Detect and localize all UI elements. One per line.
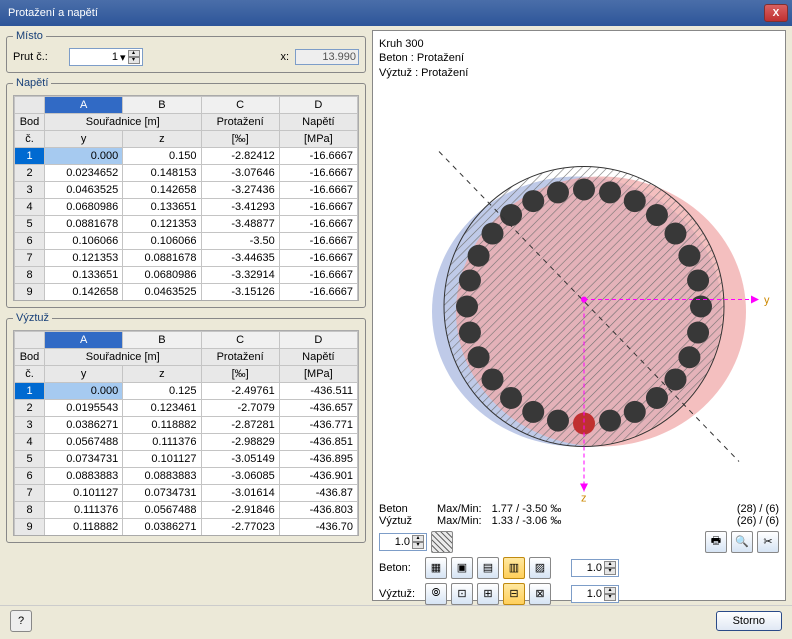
diagram-svg: y z xyxy=(379,80,779,503)
vyztuz-mode-5[interactable]: ⊠ xyxy=(529,583,551,605)
table-row[interactable]: 90.1426580.0463525-3.15126-16.6667 xyxy=(15,284,358,301)
spin-up-icon[interactable]: ▴ xyxy=(128,50,140,57)
beton-mode-2[interactable]: ▣ xyxy=(451,557,473,579)
prut-input[interactable]: ▾ ▴▾ xyxy=(69,48,143,66)
vyztuz-mode-3[interactable]: ⊞ xyxy=(477,583,499,605)
tool-icon[interactable]: ✂ xyxy=(757,531,779,553)
table-row[interactable]: 40.05674880.111376-2.98829-436.851 xyxy=(15,434,358,451)
table-row[interactable]: 80.1113760.0567488-2.91846-436.803 xyxy=(15,502,358,519)
table-row[interactable]: 40.06809860.133651-3.41293-16.6667 xyxy=(15,199,358,216)
vyztuz-mode-4[interactable]: ⊟ xyxy=(503,583,525,605)
table-row[interactable]: 60.08838830.0883883-3.06085-436.901 xyxy=(15,468,358,485)
scale-input[interactable]: ▴▾ xyxy=(379,533,427,551)
vyztuz-scale[interactable]: ▴▾ xyxy=(571,585,619,603)
table-row[interactable]: 100.1481530.0234652-2.91708-16.6667 xyxy=(15,301,358,302)
table-row[interactable]: 20.01955430.123461-2.7079-436.657 xyxy=(15,400,358,417)
title-bar: Protažení a napětí X xyxy=(0,0,792,26)
zoom-icon[interactable]: 🔍 xyxy=(731,531,753,553)
x-value xyxy=(295,49,359,65)
vyztuz-legend: Výztuž xyxy=(13,312,52,324)
napeti-legend: Napětí xyxy=(13,77,51,89)
napeti-table[interactable]: ABCDBodSouřadnice [m]ProtaženíNapětíč.yz… xyxy=(13,95,359,301)
svg-text:y: y xyxy=(764,294,770,306)
vyztuz-label: Výztuž: xyxy=(379,588,421,600)
canvas-area[interactable]: y z xyxy=(379,80,779,503)
help-button[interactable]: ? xyxy=(10,610,32,632)
vyztuz-mode-1[interactable]: ⦾ xyxy=(425,583,447,605)
x-label: x: xyxy=(280,51,289,63)
table-row[interactable]: 100.1234610.0195543-2.57508-436.565 xyxy=(15,536,358,537)
beton-mode-4[interactable]: ▥ xyxy=(503,557,525,579)
print-icon[interactable]: 🖶 xyxy=(705,531,727,553)
table-row[interactable]: 10.0000.150-2.82412-16.6667 xyxy=(15,148,358,165)
close-button[interactable]: X xyxy=(764,4,788,22)
table-row[interactable]: 30.03862710.118882-2.87281-436.771 xyxy=(15,417,358,434)
vyztuz-group: Výztuž ABCDBodSouřadnice [m]ProtaženíNap… xyxy=(6,312,366,543)
window-title: Protažení a napětí xyxy=(8,7,764,19)
table-row[interactable]: 60.1060660.106066-3.50-16.6667 xyxy=(15,233,358,250)
table-row[interactable]: 20.02346520.148153-3.07646-16.6667 xyxy=(15,165,358,182)
svg-text:z: z xyxy=(581,492,587,503)
table-row[interactable]: 10.0000.125-2.49761-436.511 xyxy=(15,383,358,400)
misto-group: Místo Prut č.: ▾ ▴▾ x: xyxy=(6,30,366,73)
stats-vyztuz: Výztuž Max/Min: 1.33 / -3.06 ‰ (26) / (6… xyxy=(379,515,779,527)
beton-scale[interactable]: ▴▾ xyxy=(571,559,619,577)
hatch-toggle[interactable] xyxy=(431,531,453,553)
stats-beton: Beton Max/Min: 1.77 / -3.50 ‰ (28) / (6) xyxy=(379,503,779,515)
table-row[interactable]: 90.1188820.0386271-2.77023-436.70 xyxy=(15,519,358,536)
canvas-panel: Kruh 300 Beton : Protažení Výztuž : Prot… xyxy=(372,30,786,601)
table-row[interactable]: 80.1336510.0680986-3.32914-16.6667 xyxy=(15,267,358,284)
table-row[interactable]: 50.08816780.121353-3.48877-16.6667 xyxy=(15,216,358,233)
table-row[interactable]: 30.04635250.142658-3.27436-16.6667 xyxy=(15,182,358,199)
prut-label: Prut č.: xyxy=(13,51,63,63)
napeti-group: Napětí ABCDBodSouřadnice [m]ProtaženíNap… xyxy=(6,77,366,308)
canvas-title-2: Beton : Protažení xyxy=(379,51,779,65)
vyztuz-mode-2[interactable]: ⊡ xyxy=(451,583,473,605)
beton-mode-5[interactable]: ▨ xyxy=(529,557,551,579)
spin-down-icon[interactable]: ▾ xyxy=(128,57,140,64)
canvas-title-3: Výztuž : Protažení xyxy=(379,66,779,80)
vyztuz-table[interactable]: ABCDBodSouřadnice [m]ProtaženíNapětíč.yz… xyxy=(13,330,359,536)
table-row[interactable]: 70.1213530.0881678-3.44635-16.6667 xyxy=(15,250,358,267)
misto-legend: Místo xyxy=(13,30,46,42)
beton-label: Beton: xyxy=(379,562,421,574)
canvas-title-1: Kruh 300 xyxy=(379,37,779,51)
table-row[interactable]: 50.07347310.101127-3.05149-436.895 xyxy=(15,451,358,468)
beton-mode-1[interactable]: ▦ xyxy=(425,557,447,579)
storno-button[interactable]: Storno xyxy=(716,611,782,631)
beton-mode-3[interactable]: ▤ xyxy=(477,557,499,579)
table-row[interactable]: 70.1011270.0734731-3.01614-436.87 xyxy=(15,485,358,502)
